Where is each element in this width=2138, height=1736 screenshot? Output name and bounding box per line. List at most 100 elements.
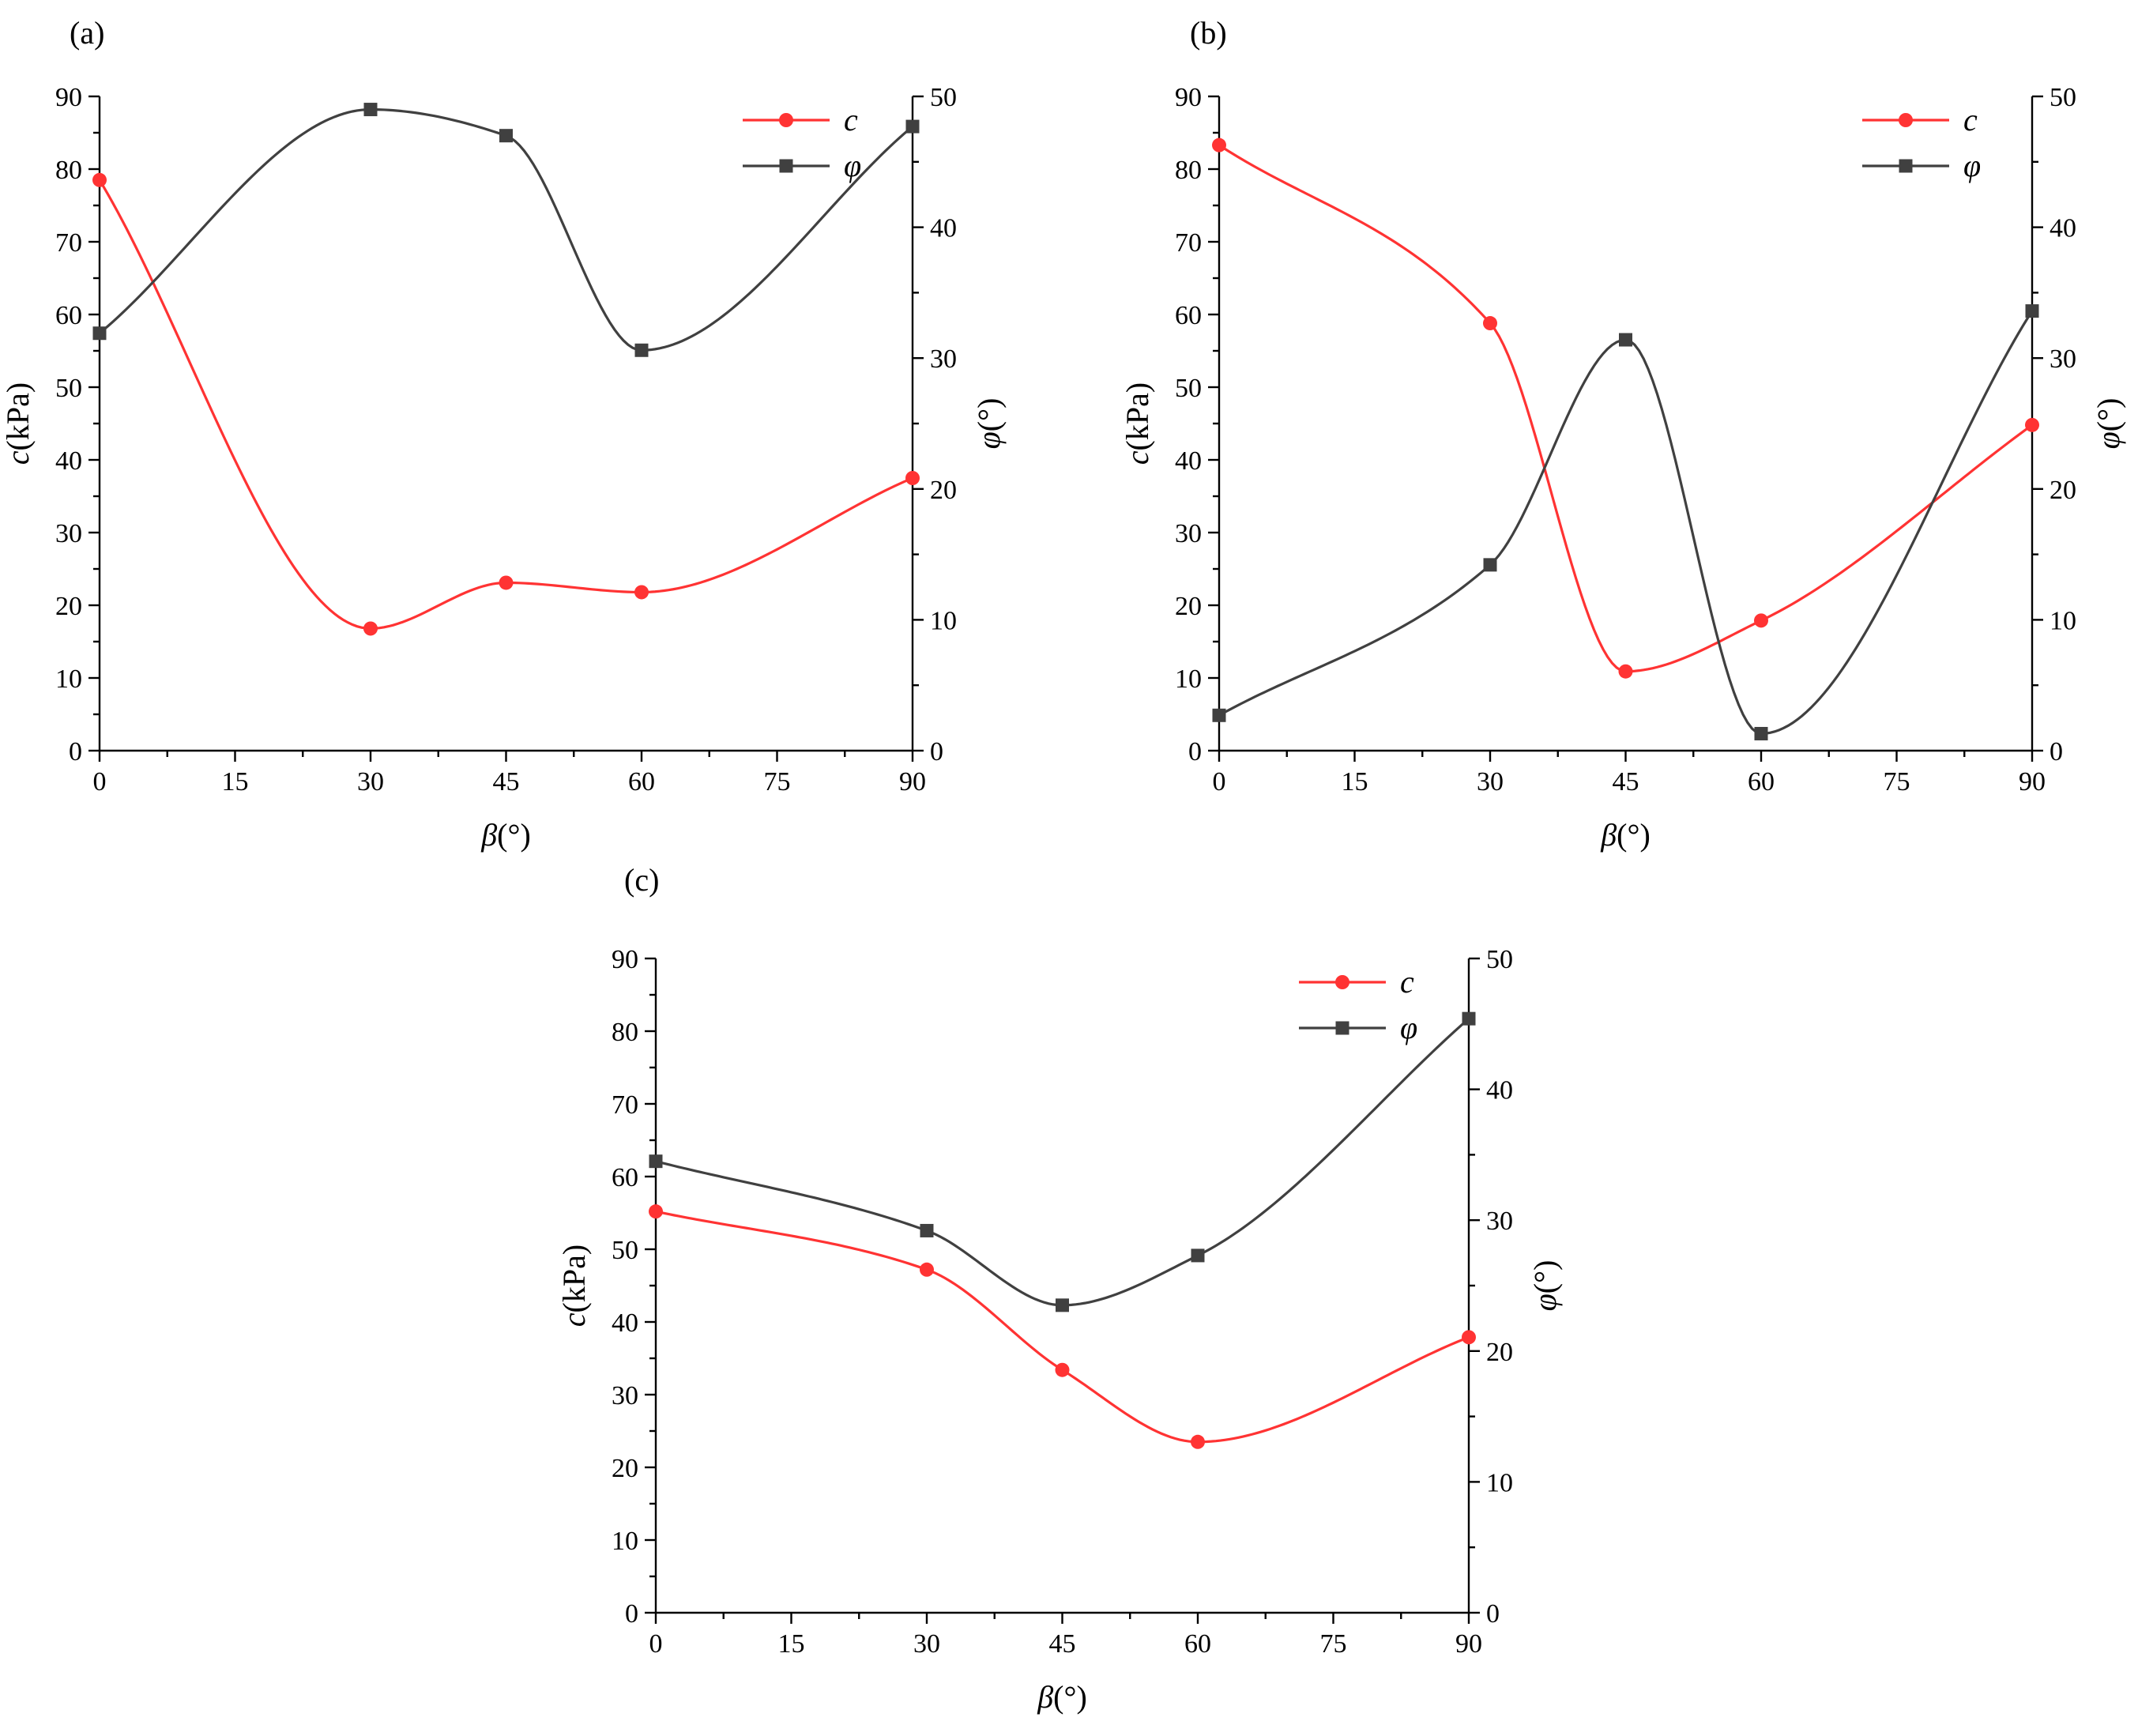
left-y-tick-label: 30 [612, 1381, 638, 1410]
panel-label: (b) [1190, 15, 1227, 51]
left-y-tick-label: 0 [1188, 737, 1202, 766]
left-y-tick-label: 0 [625, 1599, 638, 1629]
series-line-c [1218, 144, 2033, 673]
left-y-axis-symbol: c [1120, 450, 1155, 465]
data-point-phi [920, 1223, 934, 1237]
x-tick-label: 0 [93, 767, 107, 796]
data-point-c [363, 621, 378, 636]
data-point-phi [649, 1154, 663, 1169]
right-y-tick-label: 20 [930, 476, 957, 505]
data-point-c [92, 172, 107, 187]
left-y-axis-title: c(kPa) [1120, 382, 1155, 465]
left-y-tick-label: 60 [1175, 301, 1202, 330]
right-y-tick-label: 10 [930, 606, 957, 635]
right-y-tick-label: 10 [1486, 1468, 1513, 1497]
right-y-axis-symbol: φ [971, 431, 1007, 449]
x-axis-symbol: β [1037, 1679, 1053, 1715]
legend-label-c: c [844, 102, 858, 137]
x-tick-label: 45 [1613, 767, 1639, 796]
right-y-axis-unit: (°) [2091, 398, 2126, 432]
data-point-phi [2025, 304, 2039, 318]
left-y-axis-unit: (kPa) [556, 1245, 592, 1313]
legend-marker-phi [1899, 159, 1913, 173]
x-axis-unit: (°) [497, 817, 531, 853]
chart-panel-b: (b)0 15 30 45 60 75 90010203040506070809001020… [1120, 15, 2126, 853]
right-y-tick-label: 50 [930, 83, 957, 112]
right-y-tick-label: 0 [930, 737, 943, 766]
left-y-axis-unit: (kPa) [1120, 382, 1155, 451]
data-point-phi [1191, 1248, 1205, 1263]
x-tick-label: 45 [493, 767, 520, 796]
legend: cφ [1299, 964, 1417, 1045]
legend-marker-c [1899, 113, 1913, 127]
right-y-tick-label: 20 [1486, 1338, 1513, 1367]
left-y-tick-label: 10 [1175, 665, 1202, 694]
x-axis-title: β(°) [480, 817, 531, 853]
data-point-c [2025, 417, 2039, 432]
legend-marker-phi [779, 159, 793, 173]
panel-label: (a) [70, 15, 104, 51]
right-y-tick-label: 0 [2050, 737, 2063, 766]
right-y-tick-label: 40 [1486, 1076, 1513, 1105]
legend-marker-phi [1335, 1021, 1349, 1035]
left-y-tick-label: 90 [1175, 83, 1202, 112]
right-y-tick-label: 30 [2050, 345, 2076, 374]
x-tick-label: 15 [778, 1629, 805, 1659]
data-point-phi [1056, 1298, 1069, 1312]
x-axis-unit: (°) [1617, 817, 1651, 853]
x-tick-label: 0 [1213, 767, 1226, 796]
left-y-tick-label: 40 [612, 1309, 638, 1338]
left-y-tick-label: 10 [612, 1527, 638, 1556]
x-tick-label: 90 [2019, 767, 2046, 796]
left-y-axis-symbol: c [556, 1312, 592, 1327]
panel-label: (c) [624, 862, 659, 898]
legend-label-phi: φ [1963, 148, 1981, 183]
x-tick-label: 30 [1477, 767, 1504, 796]
x-axis-symbol: β [480, 817, 497, 853]
right-y-tick-label: 20 [2050, 476, 2076, 505]
left-y-axis-title: c(kPa) [556, 1245, 592, 1327]
data-point-phi [363, 103, 378, 117]
data-point-c [1212, 137, 1226, 153]
left-y-tick-label: 70 [55, 228, 82, 258]
series-line-phi [98, 107, 914, 352]
left-y-tick-label: 40 [1175, 446, 1202, 476]
left-y-tick-label: 80 [1175, 156, 1202, 185]
left-y-tick-label: 60 [55, 301, 82, 330]
legend-label-phi: φ [1400, 1010, 1417, 1045]
x-tick-label: 60 [1184, 1629, 1211, 1659]
right-y-axis-title: φ(°) [2091, 398, 2126, 450]
left-y-axis-symbol: c [0, 450, 36, 465]
right-y-tick-label: 50 [2050, 83, 2076, 112]
left-y-tick-label: 10 [55, 665, 82, 694]
left-y-tick-label: 60 [612, 1163, 638, 1192]
x-tick-label: 15 [1342, 767, 1368, 796]
legend-label-c: c [1400, 964, 1414, 1000]
left-y-tick-label: 90 [612, 945, 638, 974]
data-point-phi [1462, 1011, 1476, 1026]
x-axis-title: β(°) [1037, 1679, 1087, 1715]
data-point-phi [1754, 726, 1768, 740]
legend-marker-c [1335, 975, 1349, 989]
left-y-tick-label: 80 [55, 156, 82, 185]
legend: cφ [743, 102, 861, 183]
legend-label-c: c [1963, 102, 1978, 137]
data-point-c [905, 471, 920, 485]
data-point-c [1754, 613, 1768, 628]
right-y-tick-label: 30 [930, 345, 957, 374]
right-y-tick-label: 40 [2050, 214, 2076, 243]
x-tick-label: 90 [1455, 1629, 1482, 1659]
x-tick-label: 75 [1884, 767, 1910, 796]
data-point-c [634, 585, 649, 600]
right-y-axis-unit: (°) [1527, 1260, 1563, 1294]
x-axis-symbol: β [1600, 817, 1617, 853]
x-tick-label: 30 [913, 1629, 940, 1659]
data-point-c [920, 1262, 934, 1277]
left-y-tick-label: 30 [1175, 519, 1202, 548]
x-tick-label: 60 [1748, 767, 1775, 796]
left-y-tick-label: 70 [612, 1090, 638, 1120]
right-y-axis-symbol: φ [1527, 1294, 1563, 1311]
right-y-axis-title: φ(°) [971, 398, 1007, 450]
right-y-tick-label: 0 [1486, 1599, 1500, 1629]
